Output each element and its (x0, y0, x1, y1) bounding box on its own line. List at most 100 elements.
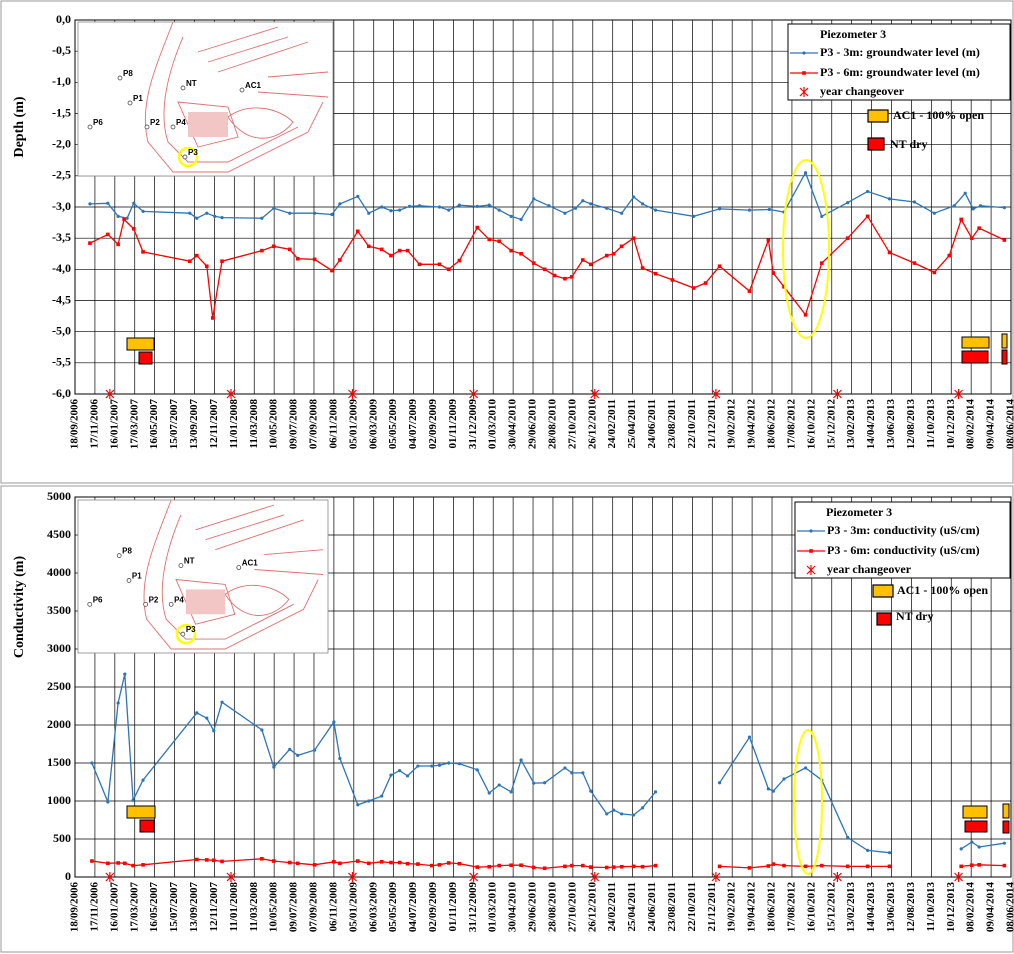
y-tick-label: -3,0 (52, 199, 71, 213)
x-tick-label: 16/05/2007 (148, 399, 160, 450)
data-point (272, 206, 276, 210)
data-point (205, 716, 209, 720)
data-point (122, 217, 126, 222)
data-point (509, 790, 513, 794)
y-tick-label: 0,0 (56, 12, 71, 26)
x-tick-label: 15/12/2012 (825, 399, 837, 450)
data-point (782, 863, 786, 868)
data-point (717, 781, 722, 785)
data-point (547, 204, 551, 208)
data-point (563, 864, 567, 869)
y-tick-label: -2,0 (52, 136, 71, 150)
data-point (619, 864, 624, 869)
plot-area (74, 19, 1012, 395)
map-label: P3 (188, 148, 198, 157)
data-point (195, 711, 199, 715)
data-point (820, 863, 824, 868)
legend-label: P3 - 3m: groundwater level (m) (820, 45, 980, 59)
y-tick-label: 500 (53, 831, 71, 845)
data-point (563, 276, 567, 281)
data-point (497, 863, 501, 868)
x-tick-label: 17/03/2007 (128, 399, 140, 450)
data-point (519, 863, 523, 868)
x-tick-label: 13/09/2007 (188, 399, 200, 450)
data-point (338, 258, 342, 262)
legend-box (787, 23, 1011, 101)
y-tick-label: -1,5 (52, 105, 71, 119)
data-point (338, 756, 342, 761)
data-point (532, 781, 536, 785)
legend-marker (809, 529, 813, 533)
data-point (820, 214, 824, 218)
data-point (846, 201, 850, 205)
highlight-ellipse (793, 729, 823, 875)
data-point (653, 790, 658, 794)
x-tick-label: 14/04/2013 (865, 399, 877, 450)
data-point (106, 800, 110, 804)
data-point (487, 864, 492, 869)
y-tick-label: 5000 (47, 489, 71, 503)
x-tick-label: 21/12/2011 (706, 399, 718, 449)
legend-swatch (872, 584, 894, 598)
data-point (487, 237, 492, 242)
x-tick-label: 12/11/2007 (208, 882, 220, 932)
data-point (619, 244, 624, 249)
data-point (1002, 841, 1006, 845)
y-tick-label: -5,5 (52, 355, 71, 369)
y-tick-label: 2500 (47, 679, 71, 693)
x-tick-label: 25/04/2011 (626, 399, 638, 449)
y-tick-label: -1,0 (52, 74, 71, 88)
x-tick-label: 18/09/2006 (69, 882, 81, 933)
data-point (287, 247, 292, 252)
data-point (338, 202, 342, 206)
year-marker (590, 389, 600, 399)
x-tick-label: 15/07/2007 (168, 882, 180, 933)
legend-label: NT dry (896, 609, 933, 623)
data-point (220, 859, 224, 864)
year-marker (711, 872, 721, 882)
x-tick-label: 02/09/2009 (427, 399, 439, 450)
piezometer (87, 601, 93, 607)
x-tick-label: 19/02/2012 (726, 882, 738, 933)
period-box (139, 819, 155, 833)
x-tick-label: 01/03/2010 (487, 882, 499, 933)
data-point (747, 208, 752, 212)
data-point (803, 864, 808, 869)
data-point (717, 207, 722, 211)
data-point (116, 242, 120, 247)
data-point (356, 803, 360, 807)
x-tick-label: 10/05/2008 (268, 882, 280, 933)
map-label: P6 (93, 118, 103, 127)
data-point (389, 209, 393, 213)
data-point (379, 860, 384, 864)
data-point (887, 864, 892, 869)
data-point (963, 191, 967, 195)
data-point (475, 865, 480, 869)
x-tick-label: 19/02/2012 (726, 399, 738, 450)
data-point (865, 214, 870, 219)
x-tick-label: 09/04/2014 (985, 882, 997, 933)
x-tick-label: 22/10/2011 (686, 882, 698, 932)
data-point (691, 286, 696, 290)
data-point (417, 204, 422, 208)
map-outline (227, 107, 294, 139)
legend-label: P3 - 6m: groundwater level (m) (820, 65, 980, 79)
data-point (367, 799, 371, 803)
data-point (188, 259, 192, 264)
y-tick-label: 4500 (47, 527, 71, 541)
legend-box (794, 501, 1011, 579)
period-box (962, 805, 988, 819)
data-point (632, 813, 636, 817)
x-tick-label: 24/02/2011 (606, 399, 618, 449)
data-point (703, 281, 708, 285)
x-tick-label: 16/10/2012 (805, 399, 817, 450)
x-tick-label: 25/04/2011 (626, 882, 638, 932)
period-box (961, 350, 989, 364)
data-point (312, 257, 317, 262)
data-point (959, 864, 964, 869)
y-tick-label: 0 (65, 869, 71, 883)
legend-title: Piezometer 3 (820, 27, 886, 41)
data-point (88, 202, 92, 206)
data-point (332, 860, 336, 864)
